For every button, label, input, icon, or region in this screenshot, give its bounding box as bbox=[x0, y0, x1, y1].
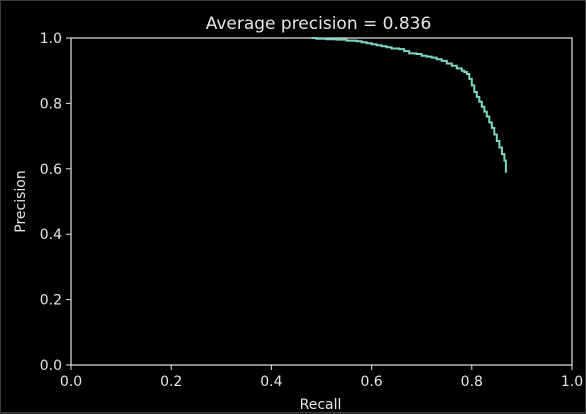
precision-recall-curve bbox=[311, 37, 507, 173]
x-tick-label: 0.8 bbox=[461, 374, 483, 390]
x-tick-label: 0.4 bbox=[260, 374, 282, 390]
y-tick-label: 0.6 bbox=[40, 162, 62, 178]
y-axis-label: Precision bbox=[13, 170, 29, 232]
x-tick-label: 0.2 bbox=[160, 374, 182, 390]
y-tick-label: 1.0 bbox=[40, 31, 62, 47]
y-tick-label: 0.8 bbox=[40, 96, 62, 112]
x-axis-label: Recall bbox=[300, 397, 342, 413]
plot-area bbox=[70, 37, 573, 366]
x-tick-label: 0.0 bbox=[60, 374, 82, 390]
x-tick-label: 1.0 bbox=[561, 374, 583, 390]
y-tick-label: 0.2 bbox=[40, 293, 62, 309]
y-tick-label: 0.0 bbox=[40, 358, 62, 374]
y-tick-label: 0.4 bbox=[40, 227, 62, 243]
chart-title: Average precision = 0.836 bbox=[206, 14, 432, 34]
x-tick-label: 0.6 bbox=[360, 374, 382, 390]
